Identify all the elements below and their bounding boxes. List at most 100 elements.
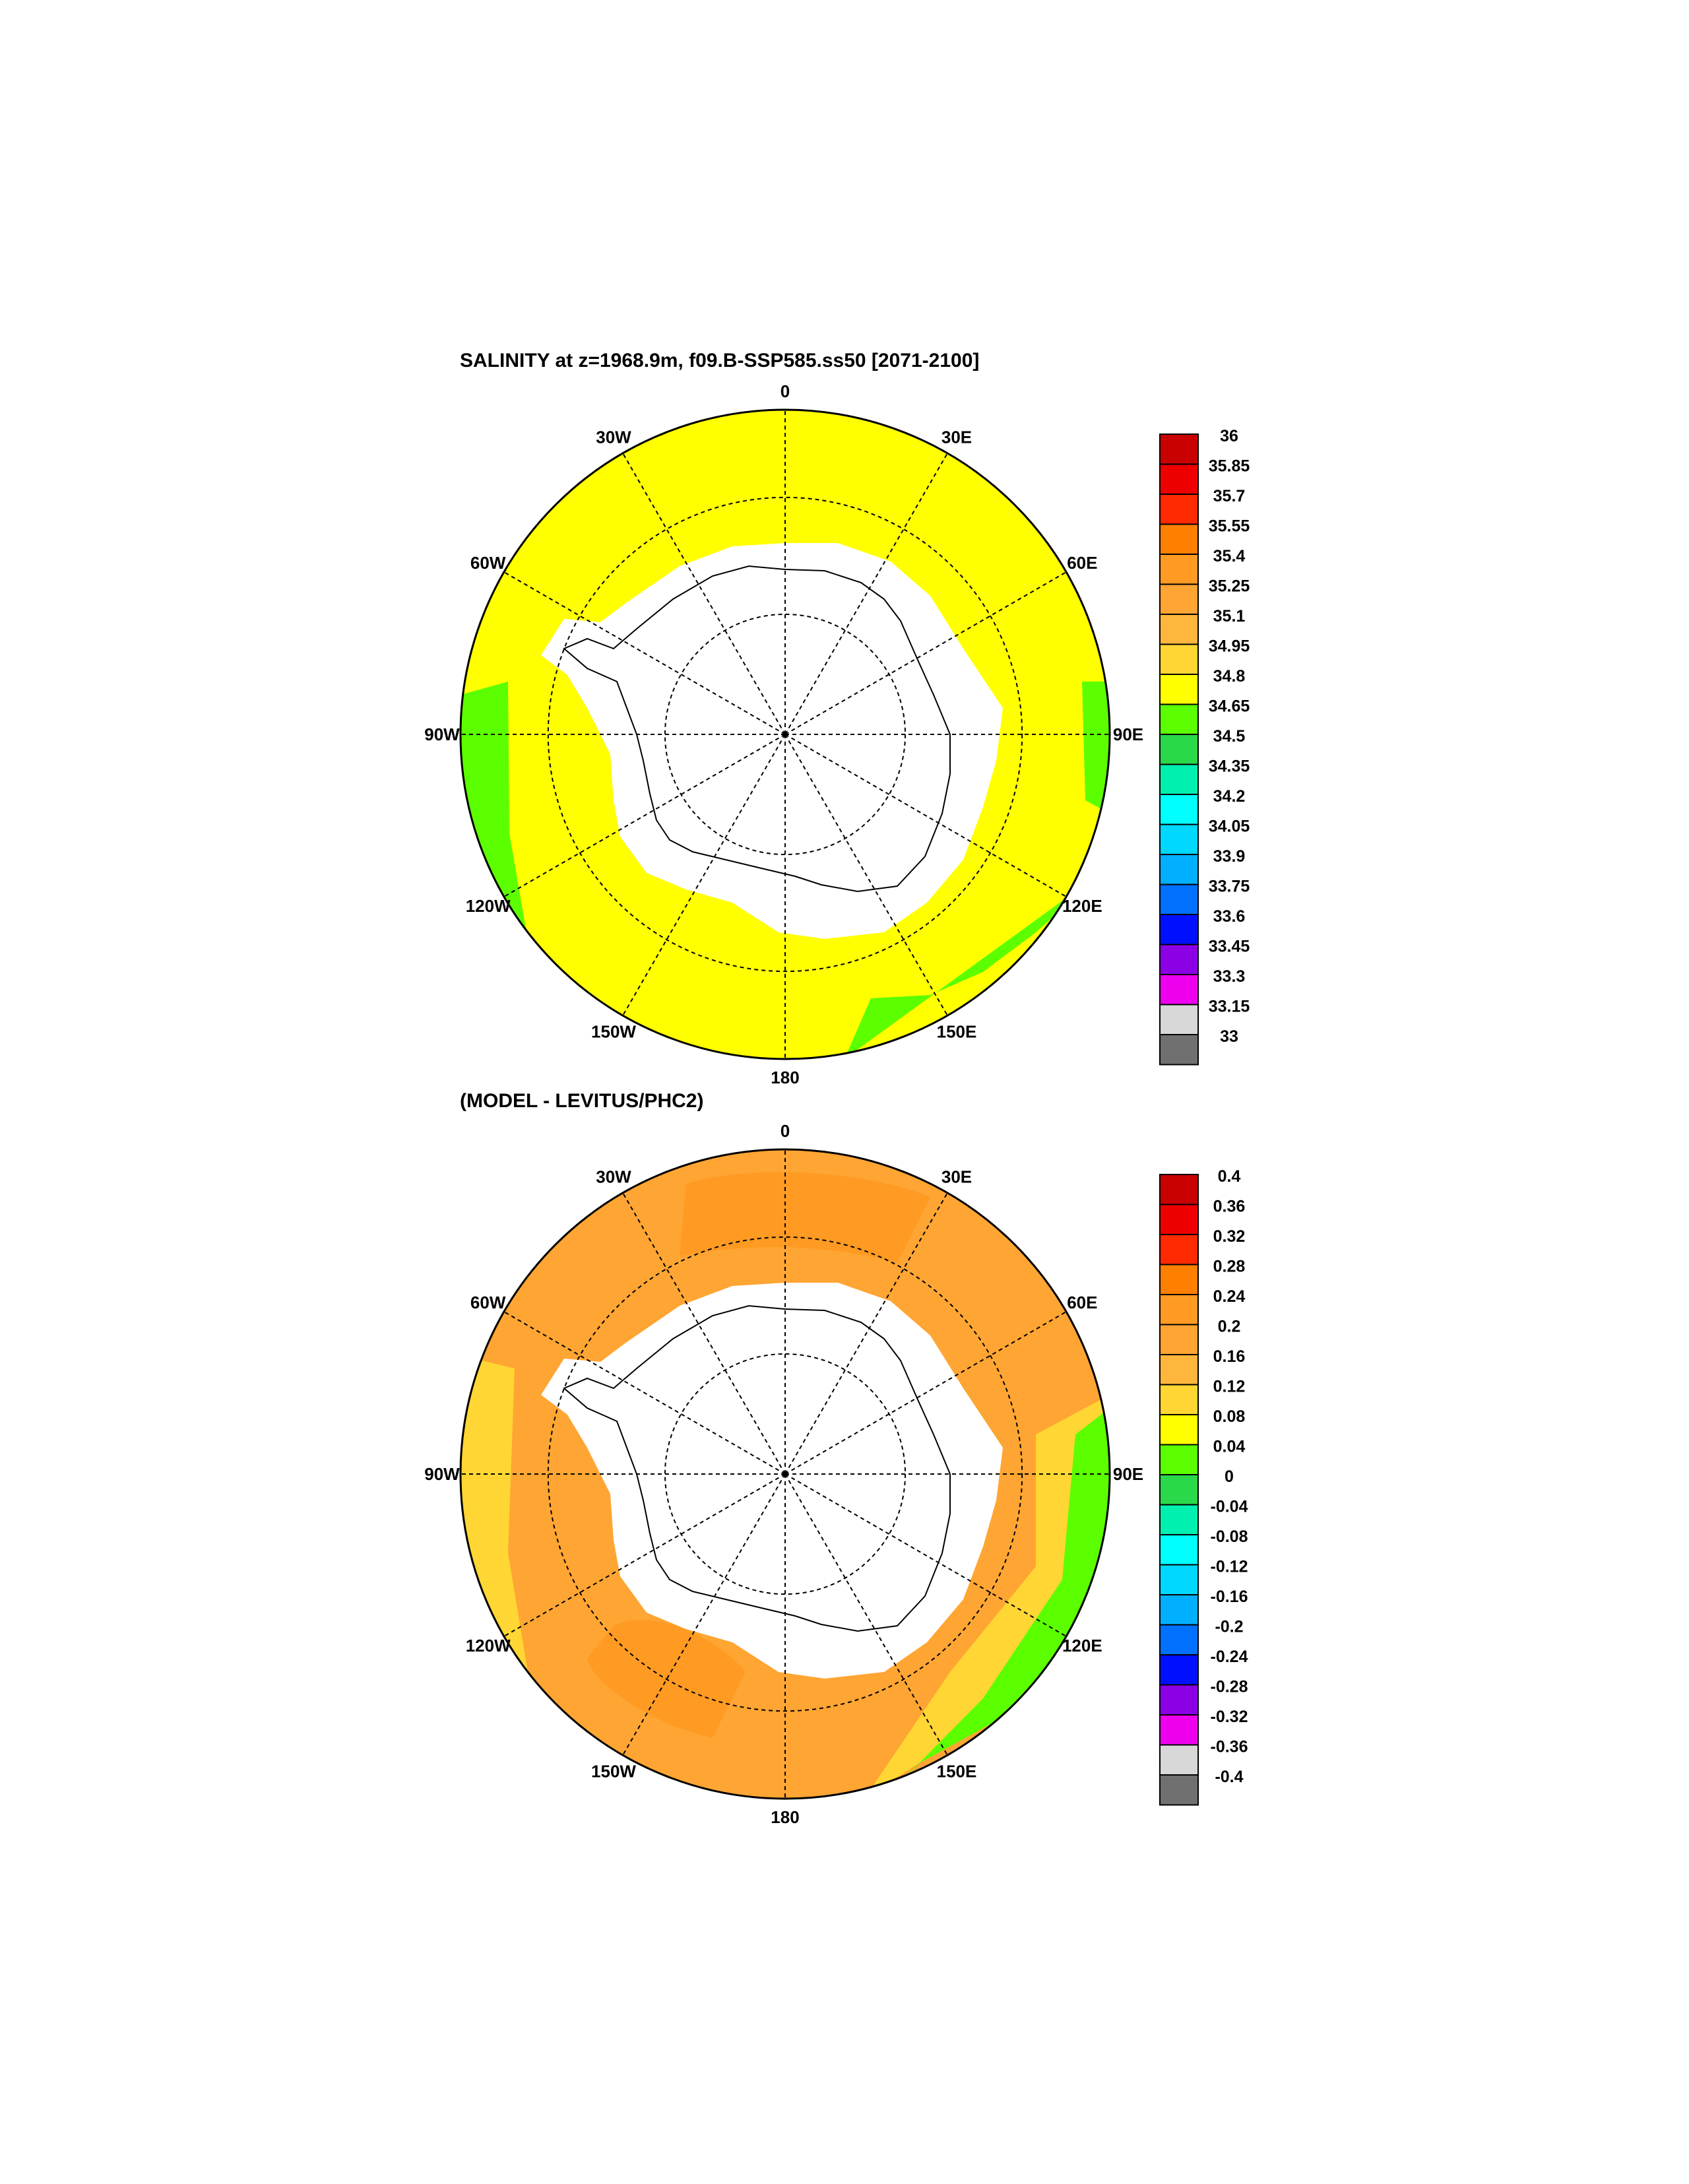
- meridian-line: [622, 734, 786, 1016]
- colorbar-label: 0.2: [1218, 1318, 1241, 1336]
- colorbar-swatch: [1159, 703, 1199, 735]
- antarctica-coastline: [563, 565, 951, 893]
- longitude-label: 60W: [470, 1293, 506, 1312]
- colorbar-swatch: [1159, 1624, 1199, 1655]
- longitude-label: 30W: [596, 428, 631, 447]
- colorbar-label: -0.12: [1211, 1558, 1248, 1576]
- meridian-line: [784, 1473, 1067, 1637]
- colorbar-swatch: [1159, 1594, 1199, 1626]
- colorbar-label: -0.28: [1211, 1678, 1248, 1696]
- colorbar-swatch: [1159, 1034, 1199, 1066]
- colorbar-swatch: [1159, 1684, 1199, 1716]
- colorbar-swatch: [1159, 1474, 1199, 1506]
- antarctica-coastline: [563, 1304, 951, 1632]
- colorbar-label: -0.08: [1211, 1527, 1248, 1546]
- meridian-line: [784, 734, 1067, 897]
- longitude-label: 30E: [941, 1167, 972, 1187]
- meridian-line: [784, 1311, 1067, 1475]
- colorbar-swatch: [1159, 1174, 1199, 1205]
- colorbar-swatch: [1159, 1414, 1199, 1446]
- colorbar-swatch: [1159, 1004, 1199, 1035]
- colorbar-label: 35.7: [1213, 487, 1246, 505]
- longitude-label: 120E: [1062, 896, 1102, 916]
- longitude-label: 120W: [466, 1636, 511, 1655]
- longitude-label: 120E: [1062, 1636, 1102, 1655]
- colorbar-label: 33.6: [1213, 907, 1246, 926]
- colorbar-swatch: [1159, 1564, 1199, 1595]
- west-fresh-band: [461, 682, 587, 1025]
- colorbar-label: -0.32: [1211, 1708, 1248, 1726]
- colorbar-label: 34.05: [1209, 818, 1250, 836]
- colorbar-label: 0.24: [1213, 1287, 1246, 1306]
- longitude-label: 90W: [424, 724, 460, 744]
- colorbar-swatch: [1159, 1774, 1199, 1806]
- colorbar-swatch: [1159, 674, 1199, 705]
- colorbar-swatch: [1159, 1744, 1199, 1776]
- colorbar-swatch: [1159, 463, 1199, 495]
- colorbar-swatch: [1159, 1534, 1199, 1566]
- longitude-label: 120W: [466, 896, 511, 916]
- longitude-label: 150W: [591, 1761, 636, 1781]
- longitude-label: 90W: [424, 1464, 460, 1484]
- meridian-line: [784, 734, 948, 1016]
- latitude-circle: [664, 1353, 907, 1595]
- colorbar-label: 35.25: [1209, 577, 1250, 596]
- colorbar-label: -0.24: [1211, 1648, 1248, 1666]
- longitude-label: 60E: [1067, 1293, 1097, 1312]
- panel-1-title: SALINITY at z=1968.9m, f09.B-SSP585.ss50…: [460, 350, 980, 371]
- colorbar-label: -0.16: [1211, 1588, 1248, 1606]
- colorbar-label: 34.65: [1209, 697, 1250, 716]
- colorbar-label: 35.55: [1209, 517, 1250, 536]
- colorbar-label: 0.04: [1213, 1438, 1246, 1456]
- colorbar-swatch: [1159, 554, 1199, 585]
- colorbar-swatch: [1159, 974, 1199, 1006]
- latitude-circle: [547, 1236, 1023, 1712]
- colorbar-label: 36: [1220, 427, 1238, 445]
- longitude-label: 0: [781, 381, 790, 401]
- colorbar-swatch: [1159, 734, 1199, 765]
- longitude-label: 150E: [937, 1761, 977, 1781]
- colorbar-swatch: [1159, 643, 1199, 675]
- meridian-line: [503, 734, 786, 897]
- colorbar-swatch: [1159, 614, 1199, 645]
- meridian-line: [784, 571, 1067, 735]
- colorbar-swatch: [1159, 1234, 1199, 1266]
- longitude-label: 180: [771, 1807, 799, 1827]
- colorbar-label: 33.9: [1213, 847, 1246, 866]
- colorbar-label: 0.32: [1213, 1227, 1246, 1246]
- colorbar-swatch: [1159, 1654, 1199, 1686]
- longitude-label: 30E: [941, 428, 972, 447]
- meridian-line: [503, 571, 786, 735]
- longitude-label: 60W: [470, 553, 506, 573]
- colorbar-label: 35.1: [1213, 607, 1246, 626]
- colorbar-swatch: [1159, 1204, 1199, 1235]
- colorbar-label: 33.75: [1209, 878, 1250, 896]
- colorbar-label: 34.2: [1213, 787, 1246, 806]
- map-border: [459, 408, 1111, 1060]
- meridian-line: [622, 1192, 786, 1475]
- colorbar-label: 0.36: [1213, 1198, 1246, 1216]
- colorbar-label: 0.4: [1218, 1167, 1241, 1186]
- salinity-map-panel: 0 30E 60E 90E 120E 150E 180 150W 120W 90W 60W 30W 36…: [424, 381, 1250, 1087]
- east-fresh-band: [1082, 682, 1110, 814]
- colorbar-label: 35.85: [1209, 457, 1250, 476]
- latitude-circle: [547, 496, 1023, 973]
- longitude-label: 180: [771, 1068, 799, 1087]
- colorbar-swatch: [1159, 854, 1199, 885]
- colorbar-swatch: [1159, 1354, 1199, 1386]
- colorbar-swatch: [1159, 883, 1199, 915]
- colorbar-label: -0.36: [1211, 1738, 1248, 1756]
- anomaly-map-panel: 0 30E 60E 90E 120E 150E 180 150W 120W 90W 60W 30W 0.…: [424, 1121, 1248, 1827]
- colorbar-swatch: [1159, 1504, 1199, 1535]
- colorbar-label: 33: [1220, 1027, 1238, 1046]
- longitude-label: 150W: [591, 1021, 636, 1041]
- meridian-line: [784, 1473, 948, 1756]
- colorbar-swatch: [1159, 583, 1199, 615]
- colorbar-label: 0.28: [1213, 1258, 1246, 1276]
- meridian-line: [503, 1311, 786, 1475]
- colorbar-swatch: [1159, 1714, 1199, 1746]
- colorbar-label: 34.95: [1209, 637, 1250, 656]
- colorbar-swatch: [1159, 1444, 1199, 1475]
- colorbar-swatch: [1159, 914, 1199, 946]
